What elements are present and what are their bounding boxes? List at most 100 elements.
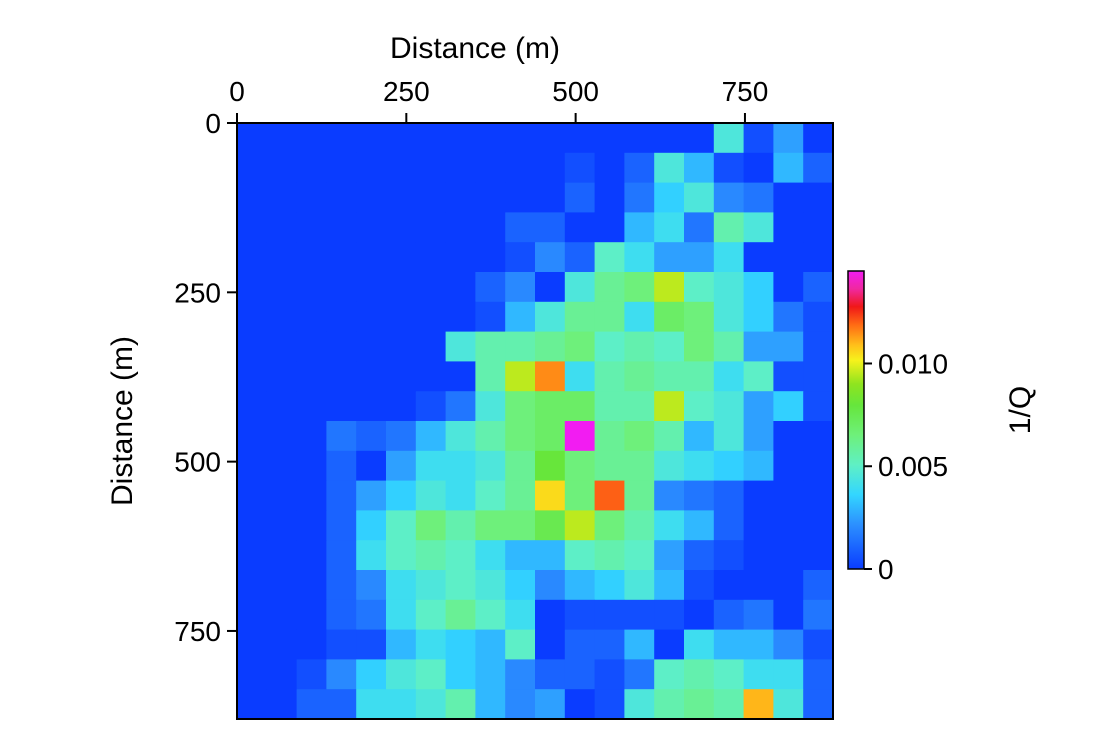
heatmap-cell [684, 540, 715, 571]
heatmap-cell [743, 272, 774, 303]
heatmap-cell [564, 391, 595, 422]
y-tick-label: 0 [205, 108, 221, 139]
heatmap-cell [743, 421, 774, 452]
heatmap-cell [684, 599, 715, 630]
heatmap-cell [624, 450, 655, 481]
heatmap-cell [296, 629, 327, 660]
heatmap-cell [296, 570, 327, 601]
heatmap-cell [296, 242, 327, 273]
colorbar-label: 1/Q [1004, 386, 1037, 434]
heatmap-cell [475, 242, 506, 273]
heatmap-cell [773, 212, 804, 243]
heatmap-cell [535, 123, 566, 154]
heatmap-cell [535, 182, 566, 213]
y-tick-label: 500 [174, 447, 221, 478]
heatmap-cell [564, 540, 595, 571]
heatmap-cell [713, 123, 744, 154]
heatmap-cell [356, 659, 387, 690]
heatmap-cell [237, 212, 268, 243]
heatmap-cell [743, 480, 774, 511]
heatmap-cell [803, 361, 834, 392]
heatmap-cell [654, 301, 685, 332]
heatmap-cell [624, 331, 655, 362]
heatmap-cell [237, 242, 268, 273]
heatmap-cell [415, 599, 446, 630]
heatmap-cell [594, 301, 625, 332]
heatmap-cell [624, 152, 655, 183]
heatmap-cell [773, 450, 804, 481]
heatmap-cell [743, 242, 774, 273]
heatmap-cell [684, 242, 715, 273]
heatmap-cell [594, 659, 625, 690]
heatmap-cell [505, 331, 536, 362]
heatmap-cell [684, 629, 715, 660]
heatmap-cell [266, 450, 297, 481]
heatmap-cell [326, 331, 357, 362]
heatmap-cell [415, 659, 446, 690]
heatmap-cell [564, 629, 595, 660]
heatmap-cell [803, 391, 834, 422]
heatmap-cell [266, 152, 297, 183]
heatmap-cell [386, 391, 417, 422]
heatmap-cell [415, 301, 446, 332]
heatmap-cell [475, 629, 506, 660]
heatmap-cell [386, 152, 417, 183]
heatmap-cell [624, 510, 655, 541]
heatmap-cell [445, 242, 476, 273]
heatmap-cell [594, 480, 625, 511]
heatmap-cell [266, 182, 297, 213]
heatmap-cell [415, 272, 446, 303]
heatmap-cell [296, 331, 327, 362]
heatmap-cell [773, 659, 804, 690]
heatmap-cell [564, 361, 595, 392]
heatmap-cell [386, 421, 417, 452]
heatmap-cell [773, 331, 804, 362]
heatmap-cell [356, 570, 387, 601]
heatmap-cell [266, 659, 297, 690]
heatmap-cell [445, 182, 476, 213]
heatmap-cell [505, 421, 536, 452]
heatmap-cell [237, 421, 268, 452]
heatmap-cell [594, 570, 625, 601]
heatmap-cell [266, 212, 297, 243]
heatmap-cell [415, 152, 446, 183]
heatmap-cell [237, 599, 268, 630]
heatmap-cell [475, 540, 506, 571]
heatmap-cell [684, 421, 715, 452]
heatmap-cell [266, 480, 297, 511]
heatmap-cell [713, 540, 744, 571]
heatmap-cell [415, 242, 446, 273]
heatmap-cell [743, 599, 774, 630]
heatmap-cell [594, 331, 625, 362]
heatmap-cell [535, 689, 566, 720]
heatmap-cell [475, 272, 506, 303]
heatmap-cell [237, 123, 268, 154]
heatmap-cell [654, 361, 685, 392]
heatmap-cell [654, 242, 685, 273]
heatmap-cell [237, 689, 268, 720]
heatmap-cell [654, 510, 685, 541]
y-axis-title: Distance (m) [106, 336, 139, 506]
heatmap-cell [654, 391, 685, 422]
heatmap-cell [326, 361, 357, 392]
colorbar-tick-label: 0 [878, 554, 894, 585]
heatmap-cell [445, 450, 476, 481]
heatmap-cell [356, 123, 387, 154]
heatmap-cell [386, 629, 417, 660]
heatmap-cell [475, 361, 506, 392]
heatmap-cell [654, 272, 685, 303]
heatmap-cell [445, 629, 476, 660]
heatmap-cell [356, 182, 387, 213]
heatmap-cell [713, 629, 744, 660]
heatmap-cell [326, 659, 357, 690]
heatmap-cell [624, 182, 655, 213]
heatmap-cell [356, 450, 387, 481]
heatmap-cell [564, 272, 595, 303]
heatmap-cell [445, 331, 476, 362]
heatmap-cell [505, 182, 536, 213]
y-axis: 0 250 500 750 [174, 108, 237, 647]
heatmap-cell [445, 689, 476, 720]
heatmap-cell [386, 361, 417, 392]
heatmap-cell [713, 391, 744, 422]
heatmap-cell [803, 242, 834, 273]
